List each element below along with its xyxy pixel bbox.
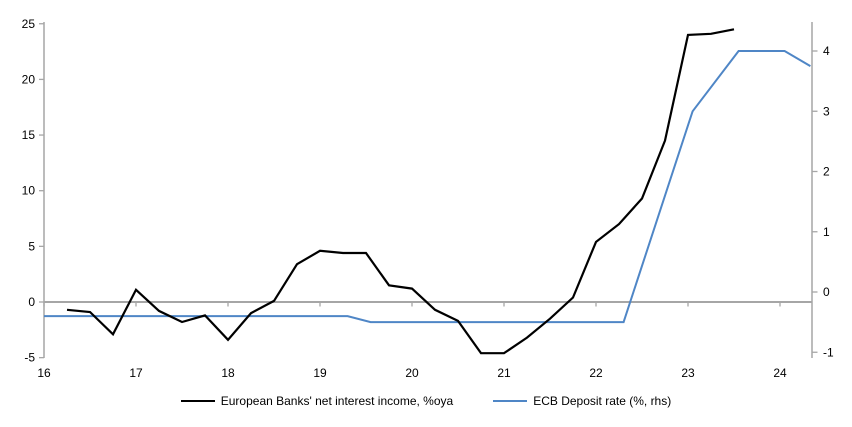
nii-line-swatch bbox=[180, 400, 215, 402]
x-tick-label: 19 bbox=[313, 366, 327, 380]
left-axis-tick-label: 5 bbox=[28, 239, 35, 253]
deposit-rate-line-swatch bbox=[493, 400, 528, 402]
deposit-rate-line bbox=[44, 50, 811, 324]
x-tick-label: 22 bbox=[589, 366, 603, 380]
legend-label-nii: European Banks' net interest income, %oy… bbox=[220, 394, 454, 408]
x-tick-label: 17 bbox=[129, 366, 143, 380]
x-tick-label: 20 bbox=[405, 366, 419, 380]
legend-item-nii: European Banks' net interest income, %oy… bbox=[180, 394, 454, 408]
left-axis-tick-label: 0 bbox=[28, 295, 35, 309]
left-axis-tick-label: 25 bbox=[22, 17, 36, 31]
right-axis-tick-label: 0 bbox=[823, 285, 830, 299]
legend: European Banks' net interest income, %oy… bbox=[0, 394, 852, 408]
right-axis-tick-label: 3 bbox=[823, 104, 830, 118]
right-axis-tick-label: 1 bbox=[823, 225, 830, 239]
x-tick-label: 21 bbox=[497, 366, 511, 380]
nii-line bbox=[66, 28, 735, 355]
x-tick-label: 16 bbox=[37, 366, 51, 380]
right-axis-tick-label: -1 bbox=[823, 345, 834, 359]
left-axis-tick-label: -5 bbox=[24, 351, 35, 365]
left-axis-tick-label: 20 bbox=[22, 72, 36, 86]
left-axis-tick-label: 10 bbox=[22, 184, 36, 198]
legend-item-deposit-rate: ECB Deposit rate (%, rhs) bbox=[493, 394, 671, 408]
x-tick-label: 18 bbox=[221, 366, 235, 380]
right-axis-tick-label: 2 bbox=[823, 165, 830, 179]
left-axis-tick-label: 15 bbox=[22, 128, 36, 142]
legend-label-deposit-rate: ECB Deposit rate (%, rhs) bbox=[533, 394, 672, 408]
x-tick-label: 23 bbox=[681, 366, 695, 380]
x-tick-label: 24 bbox=[773, 366, 787, 380]
right-axis-tick-label: 4 bbox=[823, 44, 830, 58]
